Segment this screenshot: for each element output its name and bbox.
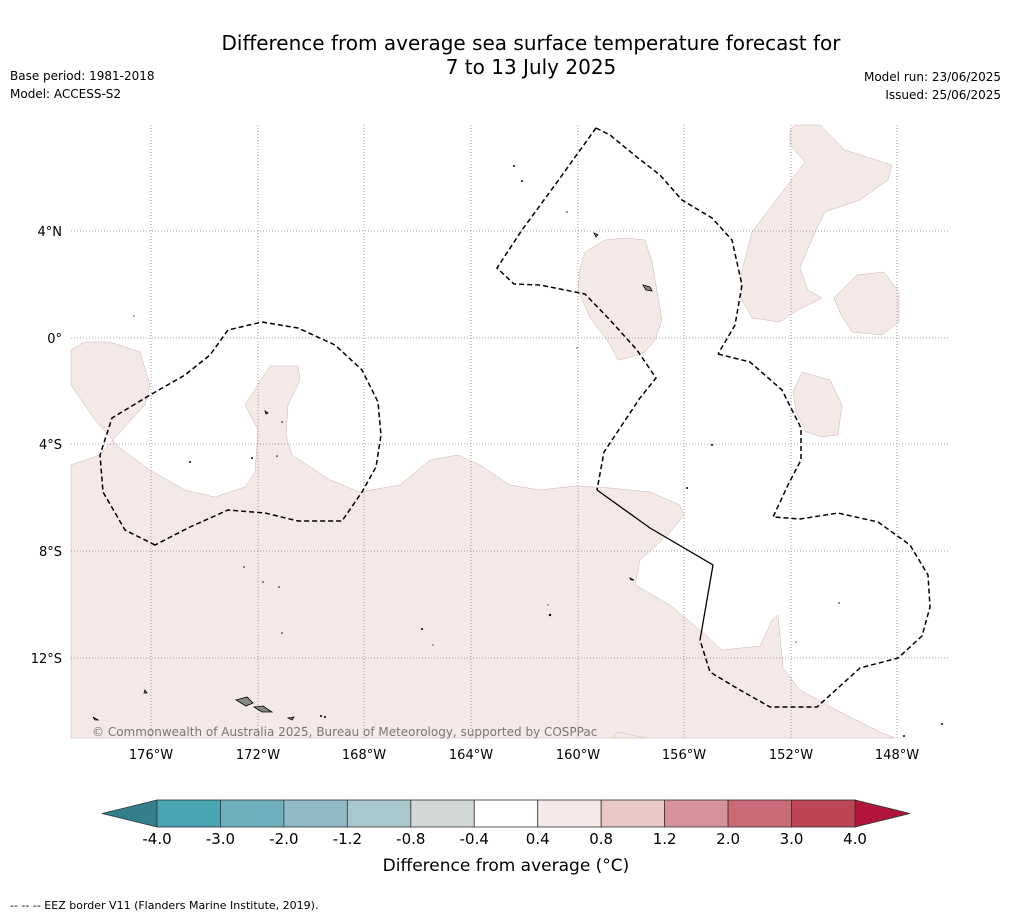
anomaly-region-south	[70, 341, 896, 739]
chart-title: Difference from average sea surface temp…	[0, 31, 1011, 79]
eez-border-solid	[596, 489, 714, 641]
issued-date: Issued: 25/06/2025	[885, 88, 1001, 102]
eez-borders	[99, 127, 931, 708]
island-5	[143, 689, 148, 694]
colorbar-label: Difference from average (°C)	[382, 856, 630, 876]
anomaly-region-east-2	[792, 371, 843, 438]
colorbar-extend-low	[101, 799, 158, 828]
colorbar-extend-high	[854, 799, 911, 828]
island-upolu	[252, 705, 274, 713]
colorbar-tick-label: 1.2	[653, 830, 677, 848]
lat-label: 4°S	[39, 438, 62, 453]
colorbar-segment	[156, 799, 221, 828]
colorbar-segment	[473, 799, 539, 828]
colorbar-segment	[727, 799, 792, 828]
colorbar-tick-label: -4.0	[142, 830, 171, 848]
island-3	[92, 716, 100, 721]
colorbar-segment	[600, 799, 666, 828]
atolls	[133, 165, 943, 737]
colorbar-tick-label: -0.4	[460, 830, 489, 848]
map-panel: 4°N 0° 4°S 8°S 12°S 176°W 172°W 168°W 16…	[31, 124, 950, 763]
colorbar-tick-label: 0.4	[526, 830, 550, 848]
lon-label: 172°W	[236, 748, 280, 763]
lon-label: 148°W	[875, 748, 919, 763]
islands	[92, 232, 653, 721]
eez-border-west	[99, 321, 382, 546]
colorbar-tick-label: -0.8	[396, 830, 425, 848]
lat-label: 4°N	[38, 225, 63, 240]
eez-border-center	[496, 127, 657, 491]
base-period: Base period: 1981-2018	[10, 69, 155, 83]
colorbar-tick-label: 2.0	[716, 830, 740, 848]
colorbar-segment	[410, 799, 475, 828]
colorbar-segment	[346, 799, 412, 828]
meta-right: Model run: 23/06/2025 Issued: 25/06/2025	[864, 68, 1001, 104]
lon-label: 156°W	[662, 748, 706, 763]
anomaly-regions	[70, 124, 900, 739]
anomaly-region-north-center	[577, 237, 663, 361]
copyright-text: © Commonwealth of Australia 2025, Bureau…	[92, 725, 597, 739]
lon-label: 168°W	[342, 748, 386, 763]
lon-label: 176°W	[129, 748, 173, 763]
anomaly-region-northeast	[739, 124, 893, 323]
lon-label: 152°W	[769, 748, 813, 763]
colorbar-tick-label: 4.0	[843, 830, 867, 848]
colorbar: -4.0 -3.0 -2.0 -1.2 -0.8 -0.4 0.4 0.8 1.2 2.0 3.0 4…	[101, 799, 911, 848]
title-line-1: Difference from average sea surface temp…	[221, 31, 841, 55]
model-run: Model run: 23/06/2025	[863, 70, 1001, 84]
anomaly-region-bottom-small	[611, 731, 646, 739]
island-4	[286, 716, 295, 721]
lat-label: 0°	[47, 332, 62, 347]
colorbar-segment	[220, 799, 285, 828]
lat-label: 8°S	[39, 545, 62, 560]
footer-legend-eez: -- -- -- EEZ border V11 (Flanders Marine…	[10, 899, 319, 912]
island-6	[629, 577, 635, 581]
colorbar-tick-label: -3.0	[206, 830, 235, 848]
colorbar-segment	[664, 799, 729, 828]
graticule	[71, 125, 950, 738]
eez-border-east	[699, 353, 931, 708]
model-name: Model: ACCESS-S2	[10, 87, 122, 101]
anomaly-region-east-1	[833, 271, 900, 336]
colorbar-tick-label: 0.8	[589, 830, 613, 848]
lon-label: 160°W	[556, 748, 600, 763]
lat-label: 12°S	[31, 652, 62, 667]
island-2	[593, 232, 599, 238]
colorbar-tick-label: -2.0	[269, 830, 298, 848]
colorbar-segment	[537, 799, 602, 828]
island-7	[264, 410, 269, 415]
title-line-2: 7 to 13 July 2025	[445, 55, 617, 79]
colorbar-tick-label: -1.2	[333, 830, 362, 848]
eez-border-north-center	[595, 127, 743, 355]
island-savaii	[234, 696, 254, 707]
lon-label: 164°W	[449, 748, 493, 763]
latitude-labels: 4°N 0° 4°S 8°S 12°S	[31, 225, 62, 667]
island-1	[642, 284, 653, 292]
colorbar-segment	[791, 799, 856, 828]
colorbar-tick-label: 3.0	[780, 830, 804, 848]
longitude-labels: 176°W 172°W 168°W 164°W 160°W 156°W 152°…	[129, 748, 919, 763]
colorbar-segment	[283, 799, 348, 828]
meta-left: Base period: 1981-2018 Model: ACCESS-S2	[10, 67, 155, 103]
